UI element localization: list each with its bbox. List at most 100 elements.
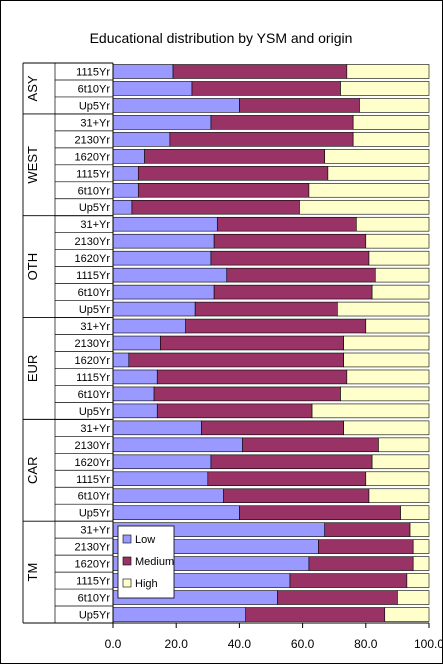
legend-label: High (135, 578, 158, 590)
bar-segment-medium (324, 522, 411, 537)
bar-segment-medium (223, 488, 370, 503)
bar-segment-medium (239, 98, 360, 113)
bar-segment-low (112, 471, 209, 487)
bar-segment-high (409, 522, 430, 537)
bar-segment-medium (156, 369, 348, 385)
bar-segment-medium (213, 284, 373, 300)
bar-segment-medium (144, 149, 326, 164)
bar-segment-high (343, 335, 430, 351)
x-tick-label: 60.0 (291, 637, 315, 651)
category-label: 1620Yr (75, 253, 111, 265)
bar-segment-medium (160, 335, 344, 351)
bar-segment-high (365, 233, 430, 249)
category-label: 1620Yr (75, 559, 111, 571)
bar-segment-low (112, 64, 174, 79)
category-label: Up5Yr (79, 610, 111, 622)
bar-segment-high (412, 556, 430, 571)
bar-segment-medium (213, 233, 367, 249)
group-label: CAR (25, 457, 40, 484)
x-tick-label: 80.0 (354, 637, 378, 651)
chart-title: Educational distribution by YSM and orig… (90, 30, 353, 46)
category-label: 2130Yr (75, 440, 111, 452)
category-label: 6t10Yr (78, 593, 111, 605)
bar-segment-medium (128, 352, 344, 368)
group-label: ASY (25, 75, 40, 101)
bar-segment-low (112, 267, 228, 283)
bar-segment-medium (226, 267, 376, 283)
category-label: Up5Yr (79, 508, 111, 520)
bar-segment-low (112, 488, 224, 503)
bar-segment-high (397, 590, 430, 605)
bar-segment-high (371, 284, 430, 300)
bar-segment-low (112, 216, 218, 232)
bar-segment-medium (131, 199, 300, 215)
category-label: Up5Yr (79, 100, 111, 112)
bar-segment-medium (191, 81, 341, 96)
legend-swatch-high (122, 578, 132, 588)
bar-segment-low (112, 352, 130, 368)
bar-segment-high (340, 386, 430, 402)
bar-segment-low (112, 284, 215, 300)
bar-segment-medium (137, 183, 310, 198)
plot-area: 1115Yr 6t10Yr Up5Yr 31+Yr 2130Yr 1620Yr 1115Yr… (22, 62, 443, 651)
bar-segment-low (112, 115, 212, 130)
bar-segment-high (368, 250, 430, 266)
category-label: Up5Yr (79, 406, 111, 418)
category-label: 1115Yr (76, 474, 110, 486)
category-label: 2130Yr (75, 338, 111, 350)
group-label: EUR (25, 355, 40, 382)
x-tick-label: 40.0 (228, 637, 252, 651)
category-label: Up5Yr (79, 202, 111, 214)
x-tick-label: 100.0 (414, 637, 442, 651)
category-label: 31+Yr (80, 117, 110, 129)
category-label: 1115Yr (76, 576, 110, 588)
bar-segment-high (412, 539, 430, 554)
bar-segment-medium (194, 301, 338, 317)
bar-segment-low (112, 403, 158, 419)
category-label: 31+Yr (80, 423, 110, 435)
bar-segment-low (112, 166, 139, 181)
bar-segment-low (112, 505, 240, 520)
category-label: 1115Yr (76, 270, 110, 282)
bar-segment-low (112, 132, 171, 147)
bar-segment-high (346, 369, 430, 385)
bar-segment-high (299, 199, 430, 215)
bar-segment-medium (277, 590, 398, 605)
bar-segment-medium (185, 318, 367, 334)
bar-segment-low (112, 335, 161, 351)
bar-segment-medium (169, 132, 354, 147)
group-label: TM (25, 563, 40, 582)
legend-label: Low (135, 534, 155, 546)
bar-segment-high (365, 318, 430, 334)
bar-segment-medium (153, 386, 341, 402)
category-label: 2130Yr (75, 542, 111, 554)
bar-segment-medium (207, 471, 367, 487)
bar-segment-low (112, 369, 158, 385)
bar-segment-high (343, 352, 430, 368)
category-label: 6t10Yr (78, 83, 111, 95)
bar-segment-high (406, 573, 430, 588)
category-label: 1115Yr (76, 372, 110, 384)
category-label: 1115Yr (76, 66, 110, 78)
bar-segment-medium (172, 64, 348, 79)
group-label: OTH (25, 253, 40, 280)
legend-swatch-low (122, 534, 132, 544)
bar-segment-low (112, 386, 155, 402)
category-label: 1620Yr (75, 457, 111, 469)
bar-segment-medium (216, 216, 357, 232)
bar-segment-medium (318, 539, 414, 554)
bar-segment-high (384, 607, 430, 622)
legend-swatch-medium (122, 556, 132, 566)
bar-segment-low (112, 454, 212, 470)
category-label: 1115Yr (76, 168, 110, 180)
bar-segment-low (112, 250, 212, 266)
bar-segment-high (356, 216, 430, 232)
bar-segment-medium (210, 454, 373, 470)
bar-segment-high (308, 183, 430, 198)
bar-segment-high (311, 403, 430, 419)
category-label: 6t10Yr (78, 389, 111, 401)
bar-segment-high (368, 488, 430, 503)
bar-segment-high (324, 149, 430, 164)
bar-segment-high (371, 454, 430, 470)
bar-segment-low (112, 98, 240, 113)
